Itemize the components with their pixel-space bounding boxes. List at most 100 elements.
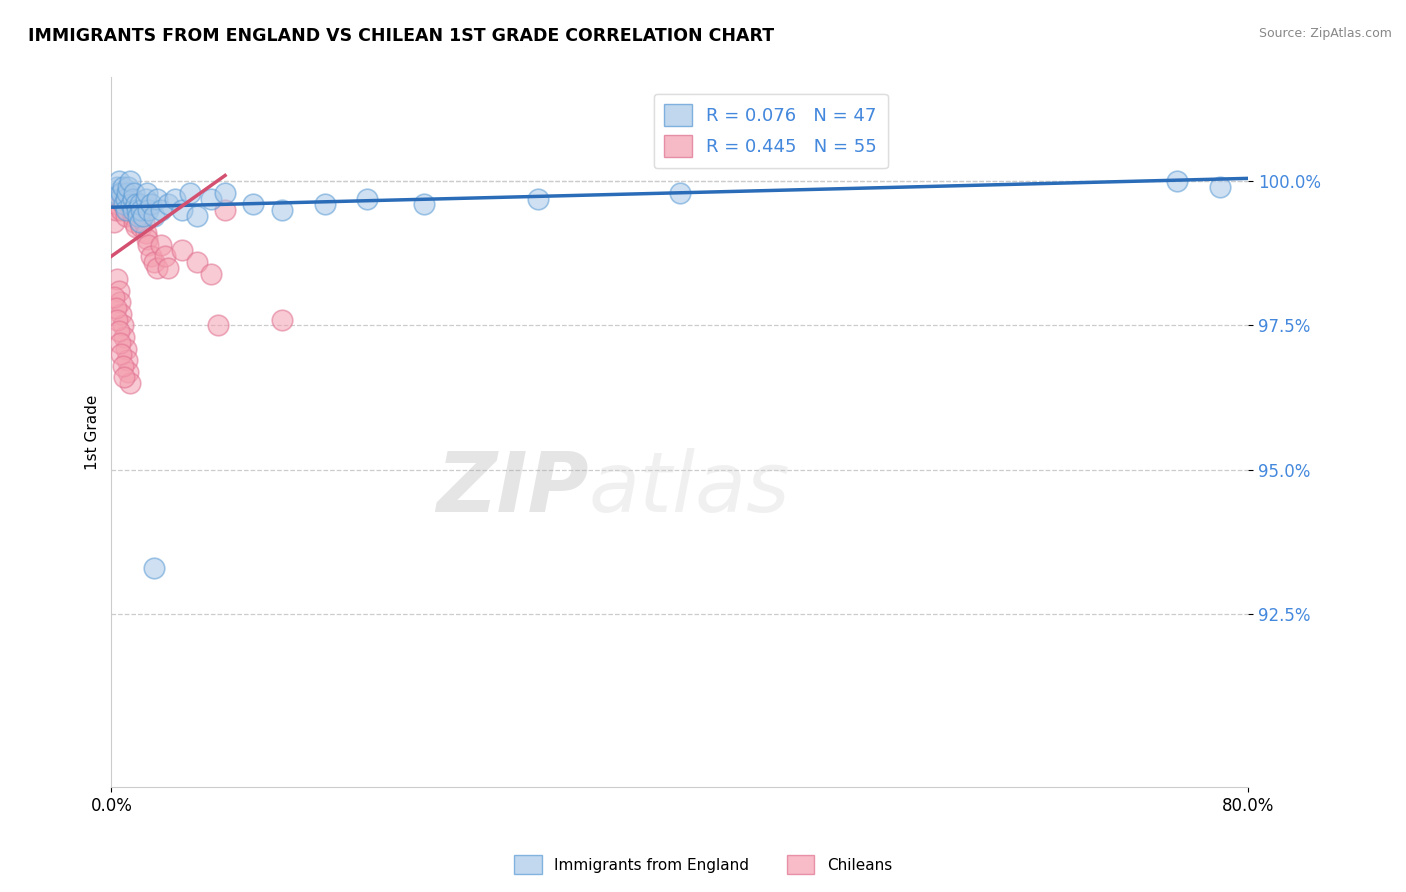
- Point: [134, 192, 156, 206]
- Point: [143, 209, 166, 223]
- Text: ZIP: ZIP: [436, 449, 589, 529]
- Point: [125, 203, 148, 218]
- Point: [110, 307, 132, 321]
- Point: [124, 220, 146, 235]
- Point: [150, 203, 173, 218]
- Point: [186, 255, 208, 269]
- Point: [115, 353, 138, 368]
- Point: [108, 192, 131, 206]
- Point: [157, 197, 180, 211]
- Point: [108, 295, 131, 310]
- Point: [117, 197, 139, 211]
- Point: [121, 209, 143, 223]
- Point: [114, 209, 136, 223]
- Point: [172, 203, 194, 218]
- Point: [112, 370, 135, 384]
- Text: IMMIGRANTS FROM ENGLAND VS CHILEAN 1ST GRADE CORRELATION CHART: IMMIGRANTS FROM ENGLAND VS CHILEAN 1ST G…: [28, 27, 775, 45]
- Point: [115, 203, 138, 218]
- Point: [108, 335, 131, 350]
- Point: [107, 192, 129, 206]
- Point: [129, 220, 152, 235]
- Point: [114, 192, 136, 206]
- Point: [155, 249, 177, 263]
- Point: [668, 186, 690, 200]
- Legend: Immigrants from England, Chileans: Immigrants from England, Chileans: [508, 849, 898, 880]
- Point: [111, 197, 134, 211]
- Point: [104, 203, 127, 218]
- Point: [172, 244, 194, 258]
- Point: [111, 359, 134, 373]
- Point: [136, 232, 159, 246]
- Point: [120, 197, 142, 211]
- Point: [105, 197, 128, 211]
- Point: [117, 180, 139, 194]
- Point: [121, 192, 143, 206]
- Point: [242, 197, 264, 211]
- Point: [356, 192, 378, 206]
- Point: [270, 203, 292, 218]
- Point: [131, 203, 153, 218]
- Point: [186, 209, 208, 223]
- Point: [179, 186, 201, 200]
- Point: [112, 330, 135, 344]
- Text: atlas: atlas: [589, 449, 790, 529]
- Point: [110, 347, 132, 361]
- Point: [124, 197, 146, 211]
- Point: [121, 203, 143, 218]
- Point: [127, 209, 149, 223]
- Point: [114, 203, 136, 218]
- Point: [104, 186, 127, 200]
- Point: [107, 284, 129, 298]
- Point: [107, 324, 129, 338]
- Point: [118, 376, 141, 391]
- Point: [141, 197, 163, 211]
- Point: [200, 267, 222, 281]
- Point: [136, 186, 159, 200]
- Point: [214, 203, 236, 218]
- Point: [125, 203, 148, 218]
- Point: [146, 260, 169, 275]
- Point: [128, 214, 150, 228]
- Point: [108, 186, 131, 200]
- Point: [122, 186, 145, 200]
- Point: [110, 203, 132, 218]
- Point: [1208, 180, 1230, 194]
- Point: [1166, 174, 1188, 188]
- Point: [127, 209, 149, 223]
- Point: [104, 301, 127, 315]
- Point: [118, 192, 141, 206]
- Point: [118, 174, 141, 188]
- Point: [114, 342, 136, 356]
- Point: [138, 237, 160, 252]
- Point: [110, 186, 132, 200]
- Point: [207, 318, 229, 333]
- Point: [141, 249, 163, 263]
- Point: [526, 192, 548, 206]
- Point: [143, 255, 166, 269]
- Point: [150, 237, 173, 252]
- Point: [134, 226, 156, 240]
- Point: [128, 214, 150, 228]
- Y-axis label: 1st Grade: 1st Grade: [86, 394, 100, 470]
- Point: [413, 197, 436, 211]
- Point: [128, 197, 150, 211]
- Point: [105, 312, 128, 326]
- Point: [138, 203, 160, 218]
- Text: Source: ZipAtlas.com: Source: ZipAtlas.com: [1258, 27, 1392, 40]
- Point: [270, 312, 292, 326]
- Point: [165, 192, 187, 206]
- Point: [143, 560, 166, 574]
- Point: [103, 214, 125, 228]
- Point: [115, 186, 138, 200]
- Legend: R = 0.076   N = 47, R = 0.445   N = 55: R = 0.076 N = 47, R = 0.445 N = 55: [654, 94, 887, 169]
- Point: [131, 209, 153, 223]
- Point: [214, 186, 236, 200]
- Point: [112, 192, 135, 206]
- Point: [111, 180, 134, 194]
- Point: [103, 290, 125, 304]
- Point: [146, 192, 169, 206]
- Point: [105, 180, 128, 194]
- Point: [105, 272, 128, 286]
- Point: [129, 203, 152, 218]
- Point: [200, 192, 222, 206]
